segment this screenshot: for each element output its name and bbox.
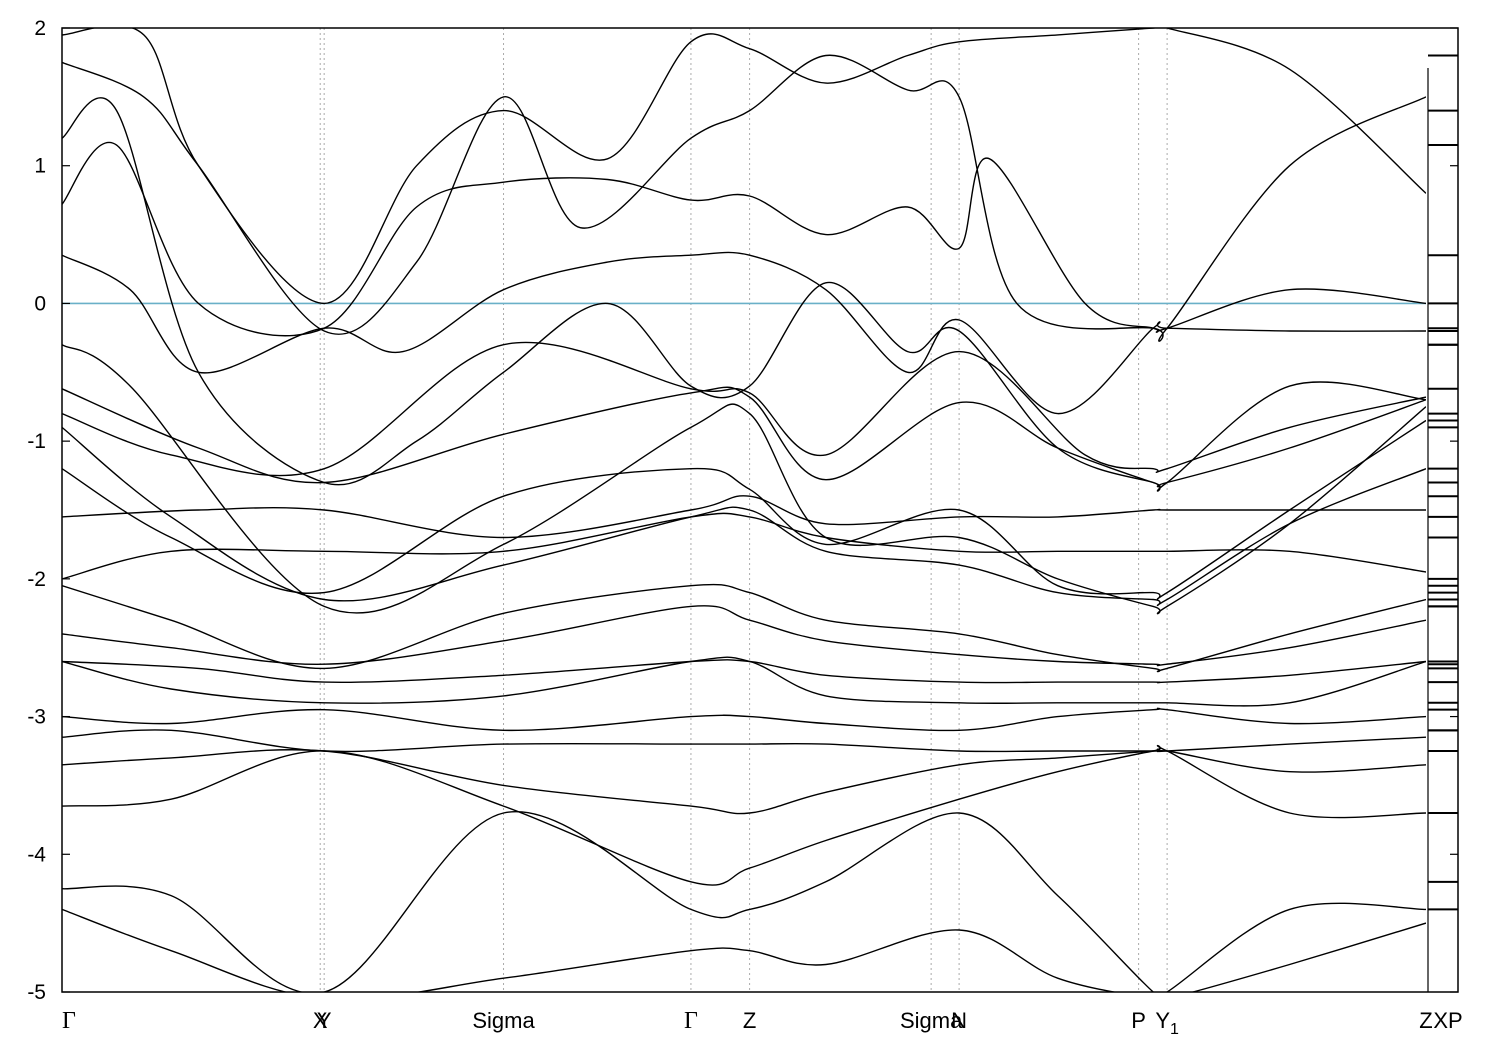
- k-point-label: Γ: [62, 1008, 76, 1034]
- y-tick-label: -5: [27, 981, 46, 1004]
- band-line: [62, 54, 1426, 342]
- y-tick-label: -1: [27, 430, 46, 453]
- k-point-label: Sigma: [472, 1008, 535, 1033]
- k-point-label: Z: [743, 1008, 756, 1033]
- band-line: [62, 28, 1426, 305]
- k-point-label: P: [1131, 1008, 1146, 1033]
- y-tick-label: 2: [34, 17, 46, 40]
- band-line: [62, 419, 1426, 600]
- band-line: [62, 512, 1426, 580]
- band-line: [62, 605, 1426, 667]
- level-strip-panel: [1427, 54, 1458, 992]
- plot-frame: [61, 27, 1459, 993]
- band-line: [62, 426, 1426, 607]
- k-point-label: N: [951, 1008, 967, 1033]
- k-point-label: Γ: [684, 1008, 698, 1034]
- band-line: [62, 659, 1426, 684]
- band-line: [62, 341, 1426, 477]
- k-point-label: Sigma: [900, 1008, 963, 1033]
- y-tick-label: 0: [34, 292, 46, 315]
- y-tick-label: -2: [27, 568, 46, 591]
- k-point-label: X: [313, 1008, 328, 1033]
- band-line: [62, 251, 1426, 415]
- y-tick-label: -3: [27, 706, 46, 729]
- k-point-label: Y: [317, 1008, 332, 1033]
- band-line: [62, 908, 1426, 992]
- y-axis: 2 1 0 -1 -2 -3 -4 -5: [27, 17, 1458, 1004]
- band-line: [62, 583, 1426, 673]
- k-point-label: Z: [1419, 1008, 1432, 1033]
- band-line: [62, 656, 1426, 707]
- band-line: [62, 744, 1426, 886]
- band-lines: [62, 28, 1426, 992]
- band-line: [62, 97, 1426, 492]
- k-point-label: XP: [1433, 1008, 1462, 1033]
- band-line: [62, 707, 1426, 732]
- y-tick-label: 1: [34, 155, 46, 178]
- band-line: [62, 495, 1426, 539]
- y-tick-label: -4: [27, 843, 46, 866]
